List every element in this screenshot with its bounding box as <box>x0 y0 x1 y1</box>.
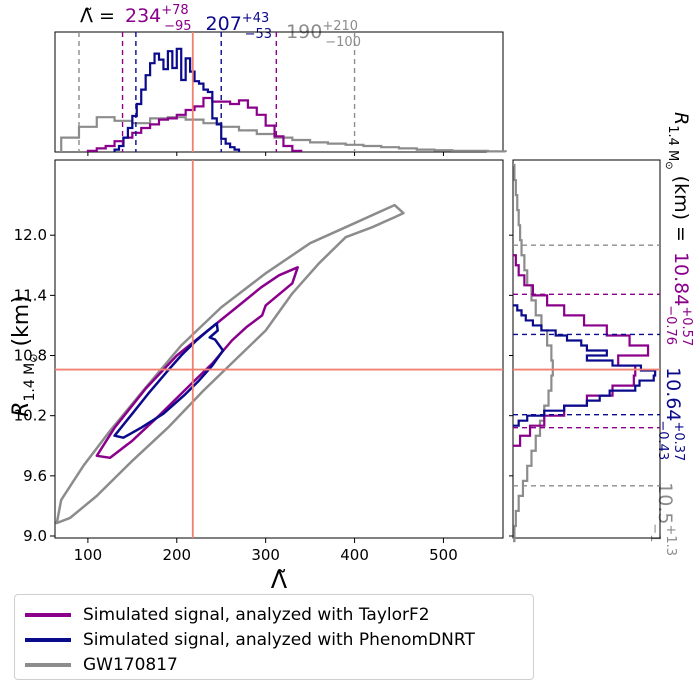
radius-histogram-phenom <box>513 304 657 427</box>
x-tick-label: 100 <box>74 546 103 564</box>
lambda-estimate-plus-gw: +210 <box>322 19 358 34</box>
x-tick-label: 200 <box>162 546 191 564</box>
joint-posterior-panel <box>54 159 504 539</box>
contour-taylorf2 <box>95 266 299 460</box>
legend-swatch-taylorf2 <box>25 613 71 617</box>
radius-estimate-plus-phenom: +0.37 <box>671 421 686 461</box>
radius-estimate-minus-taylorf2: −0.76 <box>663 305 678 345</box>
radius-estimate-plus-gw: +1.3 <box>663 524 678 556</box>
lambda-estimate-median-taylorf2: 234 <box>125 5 161 27</box>
legend-swatch-phenom <box>25 638 71 642</box>
lambda-histogram-taylorf2 <box>86 96 303 152</box>
radius-estimate-plus-taylorf2: +0.57 <box>679 306 694 346</box>
legend-label: GW170817 <box>83 655 178 675</box>
y-tick-label: 9.6 <box>23 467 47 485</box>
contour-phenom <box>113 322 225 439</box>
legend-item-phenom: Simulated signal, analyzed with PhenomDN… <box>25 628 475 652</box>
radius-annotation-subscript: 1.4 M <box>665 125 680 161</box>
legend-item-gw170817: GW170817 <box>25 653 178 677</box>
legend-item-taylorf2: Simulated signal, analyzed with TaylorF2 <box>25 603 430 627</box>
x-tick-label: 300 <box>251 546 280 564</box>
lambda-marginal-panel <box>54 31 504 153</box>
radius-annotation-units: (km) = <box>670 170 692 242</box>
legend-label: Simulated signal, analyzed with TaylorF2 <box>83 605 430 625</box>
lambda-estimate-plus-taylorf2: +78 <box>161 3 188 18</box>
lambda-estimate-minus-taylorf2: −95 <box>164 19 191 34</box>
lambda-estimates-annotation: Λ̃ = 234+78 −95 207+43 −53 190+210 −100 <box>80 3 361 50</box>
x-tick-label: 400 <box>340 546 369 564</box>
radius-histogram-gw <box>513 163 554 543</box>
lambda-estimate-minus-phenom: −53 <box>245 27 272 42</box>
x-tick-label: 500 <box>429 546 458 564</box>
radius-estimate-median-phenom: 10.64 <box>662 367 684 421</box>
lambda-histogram-phenom <box>113 47 241 152</box>
y-tick-label: 10.2 <box>14 407 47 425</box>
y-tick-label: 10.8 <box>14 347 47 365</box>
y-axis-label-units: (km) <box>9 295 34 353</box>
lambda-annotation-prefix: Λ̃ = <box>80 5 121 27</box>
legend: Simulated signal, analyzed with TaylorF2… <box>14 594 534 680</box>
contour-gw <box>55 203 405 525</box>
lambda-estimate-median-phenom: 207 <box>206 13 242 35</box>
radius-marginal-panel <box>512 159 661 539</box>
radius-histogram-taylorf2 <box>513 254 650 447</box>
y-tick-label: 11.4 <box>14 286 47 304</box>
radius-estimates-annotation: R1.4 M⊙ (km) = 10.84+0.57−0.76 10.64+0.37−… <box>647 112 694 556</box>
lambda-estimate-plus-phenom: +43 <box>242 11 269 26</box>
radius-estimate-minus-phenom: −0.43 <box>655 420 670 460</box>
y-axis-label-sun: ⊙ <box>27 354 40 363</box>
lambda-estimate-minus-gw: −100 <box>325 35 361 50</box>
radius-estimate-median-taylorf2: 10.84 <box>670 252 692 306</box>
radius-annotation-symbol: R <box>670 112 692 125</box>
y-tick-label: 12.0 <box>14 226 47 244</box>
radius-estimate-median-gw: 10.5 <box>654 482 676 524</box>
legend-label: Simulated signal, analyzed with PhenomDN… <box>83 630 475 650</box>
legend-swatch-gw170817 <box>25 663 71 667</box>
radius-annotation-sun: ⊙ <box>663 161 674 169</box>
x-axis-label: Λ̃ <box>271 566 288 594</box>
y-axis-label-subscript: 1.4 M <box>22 363 38 402</box>
y-axis-label-symbol: R <box>9 402 34 417</box>
y-axis-label: R1.4 M⊙ (km) <box>9 295 40 417</box>
y-tick-label: 9.0 <box>23 527 47 545</box>
